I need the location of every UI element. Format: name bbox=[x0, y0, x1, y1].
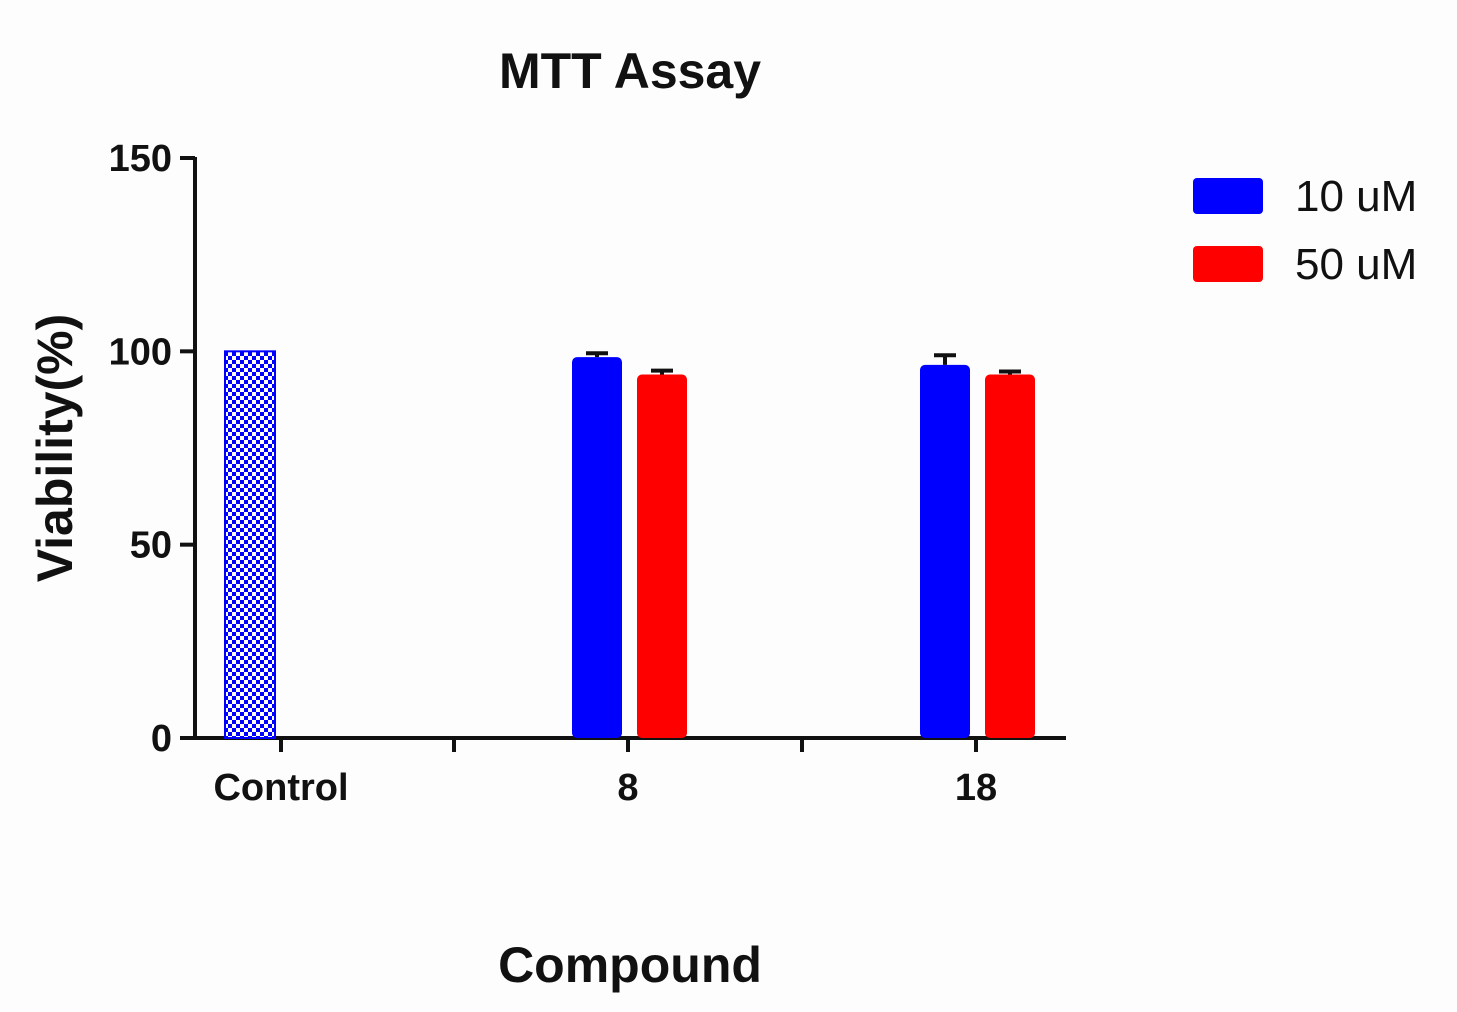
bar-10-um-8 bbox=[572, 357, 622, 738]
y-tick-label: 150 bbox=[109, 138, 172, 180]
y-axis-ticks: 0 50 100 150 bbox=[109, 138, 195, 760]
bar-50-um-18 bbox=[985, 374, 1035, 738]
bar-50-um-8 bbox=[637, 374, 687, 738]
chart-title: MTT Assay bbox=[499, 43, 761, 99]
bar-10-um-18 bbox=[920, 364, 970, 738]
x-axis-ticks: Control 8 18 bbox=[213, 738, 997, 809]
x-tick-label: Control bbox=[213, 767, 348, 809]
legend-label: 50 uM bbox=[1295, 240, 1417, 289]
x-axis-title: Compound bbox=[498, 937, 762, 993]
x-tick-label: 8 bbox=[617, 767, 638, 809]
legend-swatch bbox=[1193, 246, 1263, 282]
bars-group bbox=[224, 350, 1035, 739]
y-tick-label: 100 bbox=[109, 331, 172, 373]
bar-control bbox=[224, 350, 276, 739]
legend-label: 10 uM bbox=[1295, 172, 1417, 221]
legend: 10 uM 50 uM bbox=[1193, 172, 1417, 289]
x-tick-label: 18 bbox=[955, 767, 997, 809]
legend-swatch bbox=[1193, 178, 1263, 214]
y-tick-label: 0 bbox=[151, 718, 172, 760]
y-tick-label: 50 bbox=[130, 525, 172, 567]
y-axis-title: Viability(%) bbox=[27, 314, 83, 583]
